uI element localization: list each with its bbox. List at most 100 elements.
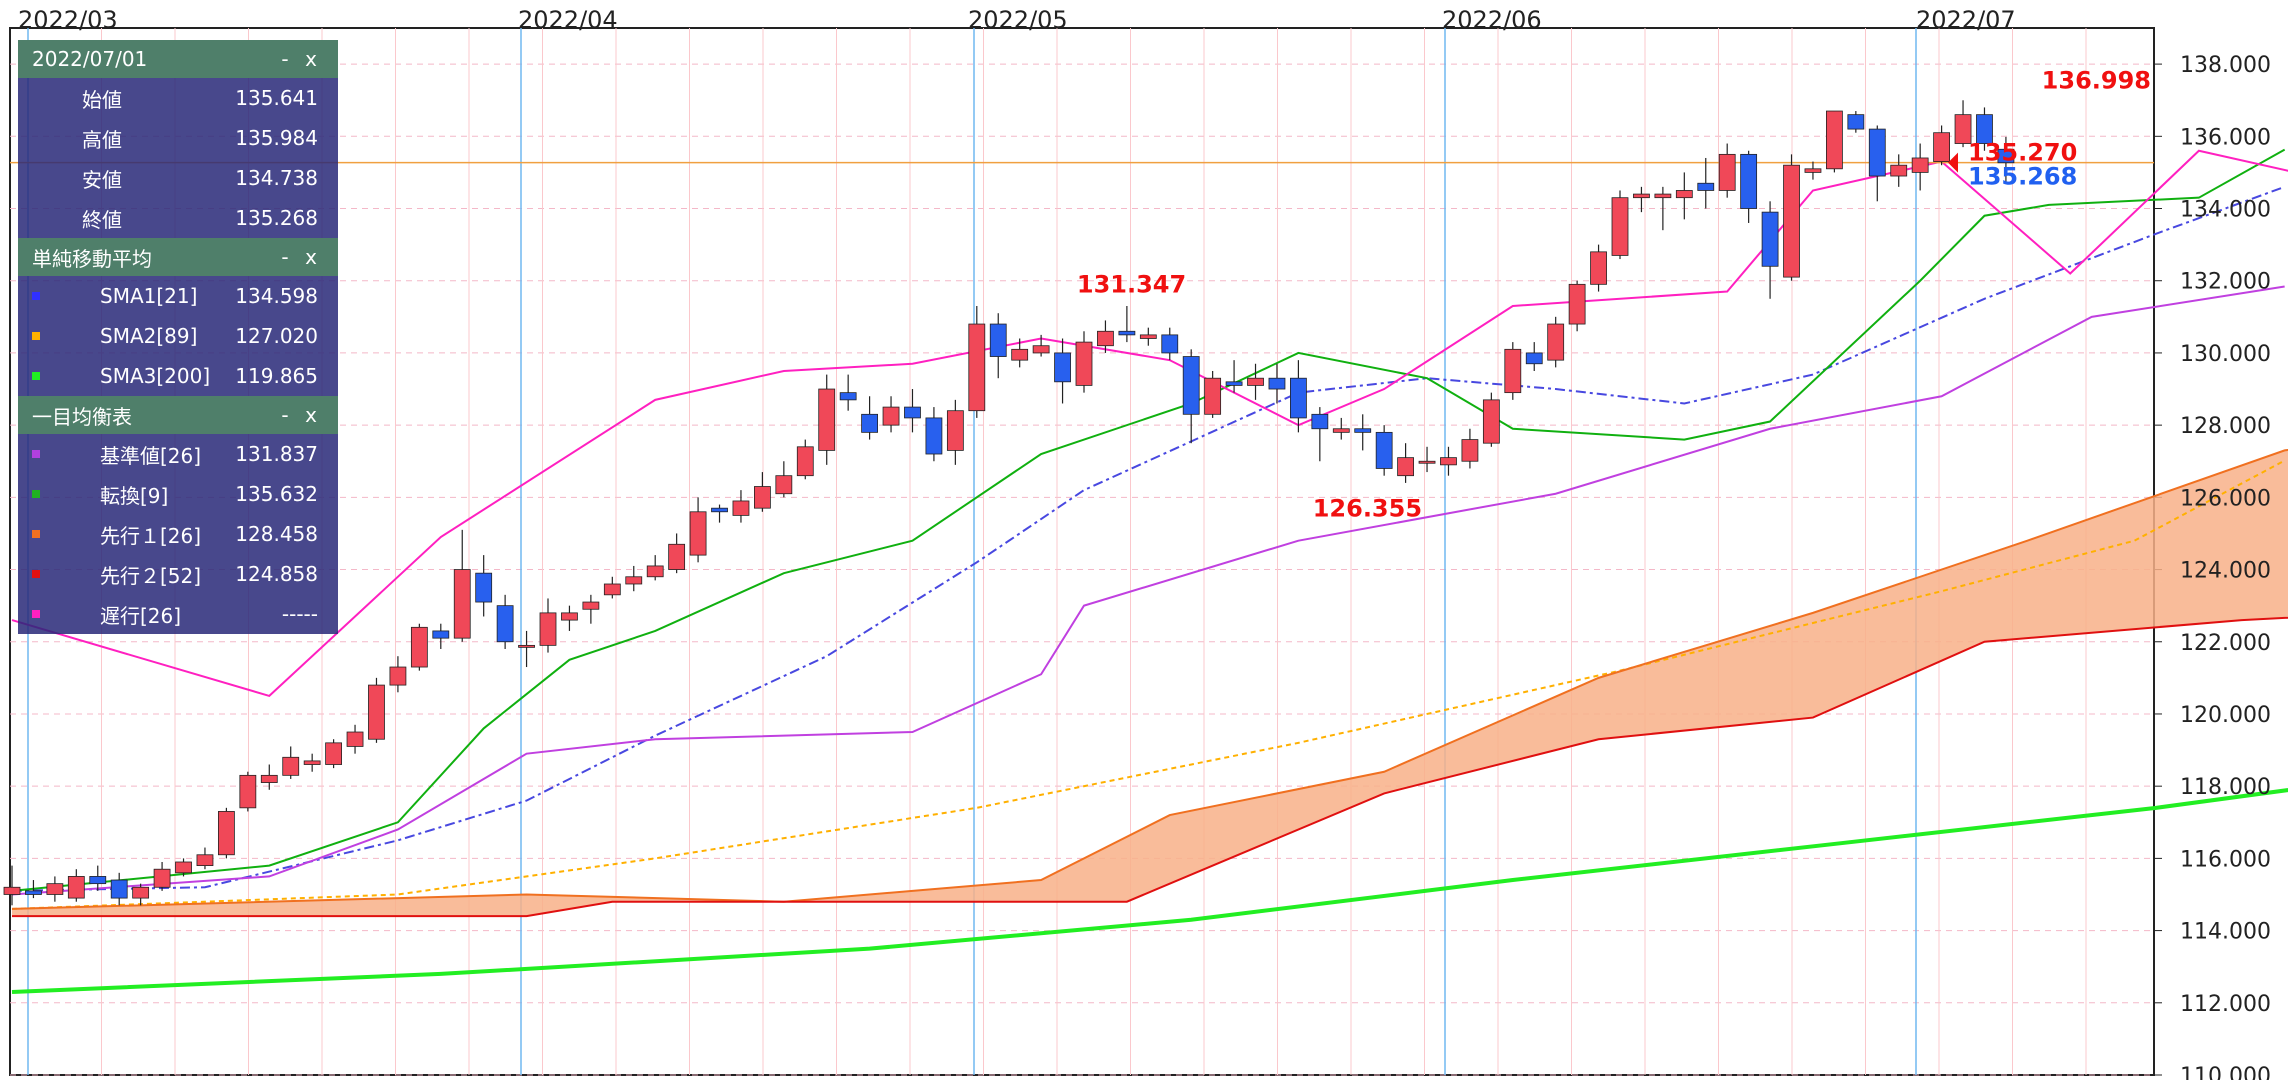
candle-body [1268,377,1286,390]
candle-body [539,612,557,646]
legend-label: 先行１[26] [100,523,202,548]
candle-body [732,500,750,516]
candle-body [1011,348,1029,361]
candle-body [1933,132,1950,162]
ohlc-panel-title: 2022/07/01 [32,47,148,71]
candle-body [1633,193,1650,199]
candle-body [1826,110,1843,170]
ohlc-row-open: 始値 135.641 [18,78,338,118]
candle-body [1225,381,1243,386]
candle-body [217,811,235,856]
legend-value: 131.837 [235,442,318,466]
sma-minimize-button[interactable]: - [281,245,289,269]
y-axis-labels: 110.000 112.000 114.000 116.000 118.000 120.0… [2180,53,2271,1080]
candle-body [1547,323,1565,361]
x-tick-label: 2022/07 [1916,6,2016,34]
x-tick-label: 2022/05 [968,6,1068,34]
candle-body [1997,148,2015,164]
legend-label: SMA2[89] [100,324,198,348]
series-line [11,459,2286,910]
ohlc-value: 135.984 [235,126,318,150]
candle-body [325,742,343,765]
candle-body [1976,114,1993,144]
candle-body [1890,164,1908,177]
ohlc-close-button[interactable]: x [305,47,317,71]
sma-close-button[interactable]: x [305,245,317,269]
y-tick-label: 118.000 [2180,775,2271,800]
candle-body [1054,352,1071,383]
candle-body [1482,399,1500,444]
candle-body [410,626,428,668]
candle-body [1911,157,1929,173]
candle-body [1332,428,1350,433]
candle-body [1375,431,1393,469]
candle-body [689,511,707,556]
y-tick-label: 116.000 [2180,847,2271,872]
candle-body [1761,211,1779,267]
candle-body [1311,413,1329,430]
ichimoku-cloud [12,449,2288,917]
x-tick-label: 2022/06 [1442,6,1542,34]
bid-price-tag: 135.268 [1968,163,2077,191]
candle-body [110,879,128,899]
legend-swatch [32,610,40,618]
legend-label: 遅行[26] [100,603,182,628]
candle-body [754,486,771,509]
candle-body [603,583,621,596]
candle-body [1954,114,1972,144]
candle-body [1440,457,1457,466]
legend-swatch [32,332,40,340]
candle-body [1847,114,1865,130]
series-line [11,285,2285,896]
candle-body [561,612,578,621]
candle-body [1740,153,1758,209]
candle-body [582,601,600,610]
candle-body [89,876,107,885]
candle-body [1590,251,1607,285]
legend-value: 135.632 [235,482,318,506]
sma-row: SMA3[200] 119.865 [18,356,338,396]
ohlc-label: 終値 [82,207,122,232]
x-tick-label: 2022/03 [18,6,118,34]
y-tick-label: 114.000 [2180,920,2271,945]
candle-body [861,413,878,433]
candle-body [796,446,814,477]
candle-body [175,861,192,874]
price-annotation: 126.355 [1313,495,1422,523]
candle-body [668,543,686,570]
y-tick-label: 112.000 [2180,992,2271,1017]
candle-body [282,756,300,776]
candle-body [946,410,964,451]
candle-body [1868,128,1886,177]
sma-row: SMA2[89] 127.020 [18,316,338,356]
candle-body [46,883,64,895]
y-tick-label: 122.000 [2180,631,2271,656]
candle-body [196,854,214,867]
price-annotation: 131.347 [1077,270,1186,298]
y-tick-label: 130.000 [2180,342,2271,367]
legend-label: 転換[9] [100,483,169,508]
y-tick-label: 136.000 [2180,125,2271,150]
ohlc-minimize-button[interactable]: - [281,47,289,71]
series-line [11,448,2288,910]
candles[interactable] [3,100,2015,906]
ichimoku-close-button[interactable]: x [305,403,317,427]
candle-body [904,406,921,419]
candle-body [1461,439,1479,462]
candle-body [1418,460,1436,464]
candle-body [1139,334,1157,339]
ohlc-row-high: 高値 135.984 [18,118,338,158]
candle-body [1354,428,1372,433]
candle-body [989,323,1007,357]
legend-value: 119.865 [235,364,318,388]
y-tick-label: 134.000 [2180,198,2271,223]
candle-body [1718,153,1736,191]
y-tick-label: 126.000 [2180,486,2271,511]
ichimoku-minimize-button[interactable]: - [281,403,289,427]
candle-body [1397,457,1414,477]
price-annotation: 136.998 [2042,66,2151,94]
cloud-area [12,449,2288,917]
legend-value: 127.020 [235,324,318,348]
ichimoku-row: 基準値[26] 131.837 [18,434,338,474]
